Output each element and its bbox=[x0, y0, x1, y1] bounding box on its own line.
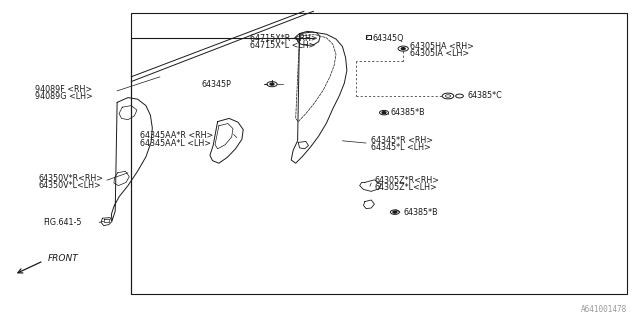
Text: FRONT: FRONT bbox=[48, 254, 79, 263]
Text: 64305Z*L<LH>: 64305Z*L<LH> bbox=[374, 183, 437, 192]
Text: 64345*R <RH>: 64345*R <RH> bbox=[371, 136, 433, 145]
Bar bbox=[131, 13, 627, 294]
Text: 64385*B: 64385*B bbox=[390, 108, 425, 117]
Text: A641001478: A641001478 bbox=[581, 305, 627, 314]
Text: 64345Q: 64345Q bbox=[372, 34, 404, 43]
Circle shape bbox=[270, 83, 274, 85]
Text: 64385*C: 64385*C bbox=[467, 92, 502, 100]
Text: 94089F <RH>: 94089F <RH> bbox=[35, 85, 92, 94]
Text: 64305IA <LH>: 64305IA <LH> bbox=[410, 49, 468, 58]
Text: 64715X*R <RH>: 64715X*R <RH> bbox=[250, 34, 317, 43]
Circle shape bbox=[382, 112, 386, 114]
Text: 64345*L <LH>: 64345*L <LH> bbox=[371, 143, 431, 152]
Text: 64345AA*R <RH>: 64345AA*R <RH> bbox=[140, 132, 212, 140]
Text: 64305HA <RH>: 64305HA <RH> bbox=[410, 42, 474, 51]
Text: 64345AA*L <LH>: 64345AA*L <LH> bbox=[140, 139, 211, 148]
Text: 64305Z*R<RH>: 64305Z*R<RH> bbox=[374, 176, 440, 185]
Text: 94089G <LH>: 94089G <LH> bbox=[35, 92, 93, 101]
Circle shape bbox=[401, 48, 405, 50]
Text: 64385*B: 64385*B bbox=[403, 208, 438, 217]
Text: 64350V*L<LH>: 64350V*L<LH> bbox=[38, 181, 101, 190]
Text: 64350V*R<RH>: 64350V*R<RH> bbox=[38, 174, 104, 183]
Text: FIG.641-5: FIG.641-5 bbox=[44, 218, 82, 227]
Text: 64345P: 64345P bbox=[202, 80, 232, 89]
Circle shape bbox=[393, 211, 397, 213]
Text: 64715X*L <LH>: 64715X*L <LH> bbox=[250, 41, 315, 50]
